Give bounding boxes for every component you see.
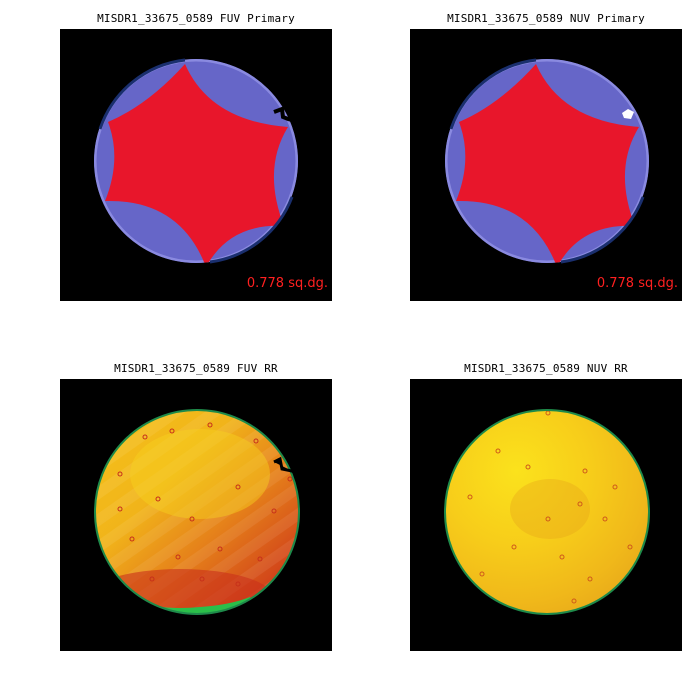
fuv-rr-title: MISDR1_33675_0589 FUV RR [114, 362, 278, 375]
nuv-primary-panel: 0.778 sq.dg. [410, 29, 682, 301]
nuv-rr-panel [410, 379, 682, 651]
nuv-primary-image [445, 58, 649, 264]
fuv-primary-panel: 0.778 sq.dg. [60, 29, 332, 301]
nuv-area-label: 0.778 sq.dg. [596, 276, 678, 291]
fuv-primary-image [94, 58, 298, 264]
nuv-rr-title: MISDR1_33675_0589 NUV RR [464, 362, 628, 375]
fuv-rr-image [94, 409, 300, 615]
nuv-rr-image [444, 409, 650, 615]
fuv-primary-title: MISDR1_33675_0589 FUV Primary [97, 12, 295, 25]
nuv-primary-title: MISDR1_33675_0589 NUV Primary [447, 12, 645, 25]
fuv-area-label: 0.778 sq.dg. [246, 276, 328, 291]
fuv-rr-panel [60, 379, 332, 651]
